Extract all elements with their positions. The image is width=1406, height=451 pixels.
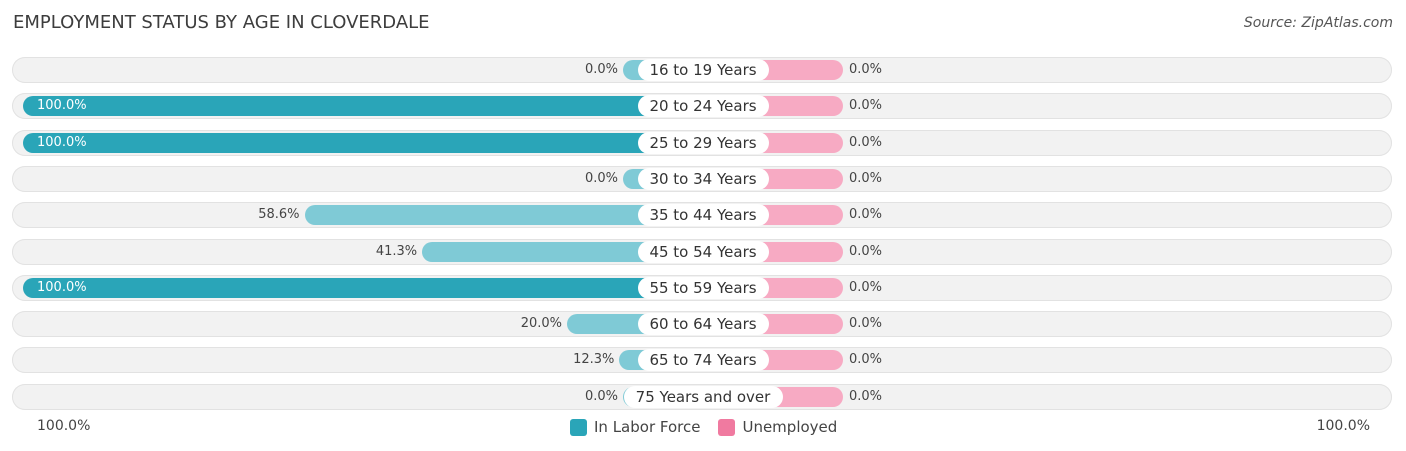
value-label-unemployed: 0.0%	[849, 62, 883, 77]
legend-label-labor-force: In Labor Force	[594, 418, 701, 436]
value-label-labor-force: 41.3%	[375, 244, 418, 259]
value-label-unemployed: 0.0%	[849, 280, 883, 295]
category-label: 75 Years and over	[623, 386, 783, 408]
value-label-labor-force: 100.0%	[37, 135, 87, 150]
category-label: 60 to 64 Years	[637, 313, 769, 335]
value-label-labor-force: 20.0%	[520, 316, 562, 331]
axis-right-label: 100.0%	[1316, 418, 1370, 434]
value-label-unemployed: 0.0%	[849, 352, 883, 367]
value-label-unemployed: 0.0%	[849, 171, 883, 186]
bar-labor-force	[304, 205, 703, 225]
category-label: 55 to 59 Years	[637, 277, 769, 299]
bar-labor-force	[23, 96, 703, 116]
value-label-labor-force: 12.3%	[573, 352, 615, 367]
value-label-labor-force: 58.6%	[258, 207, 300, 222]
category-label: 16 to 19 Years	[637, 59, 769, 81]
value-label-unemployed: 0.0%	[849, 244, 883, 259]
legend: In Labor Force Unemployed	[570, 416, 855, 438]
value-label-unemployed: 0.0%	[849, 207, 883, 222]
bar-labor-force	[422, 242, 703, 262]
category-label: 35 to 44 Years	[637, 204, 769, 226]
category-label: 25 to 29 Years	[637, 132, 769, 154]
category-label: 45 to 54 Years	[637, 241, 769, 263]
legend-swatch-unemployed	[718, 418, 736, 436]
value-label-unemployed: 0.0%	[849, 135, 883, 150]
value-label-unemployed: 0.0%	[849, 389, 883, 404]
value-label-labor-force: 100.0%	[37, 280, 87, 295]
value-label-labor-force: 0.0%	[584, 62, 618, 77]
bar-labor-force	[23, 278, 703, 298]
source-label: Source: ZipAtlas.com	[1243, 15, 1393, 31]
legend-item-labor-force: In Labor Force	[570, 418, 700, 436]
category-label: 65 to 74 Years	[637, 349, 769, 371]
legend-swatch-labor-force	[570, 418, 587, 436]
value-label-labor-force: 100.0%	[37, 98, 87, 113]
value-label-unemployed: 0.0%	[849, 98, 883, 113]
category-label: 20 to 24 Years	[637, 95, 769, 117]
value-label-labor-force: 0.0%	[584, 171, 618, 186]
legend-label-unemployed: Unemployed	[742, 418, 838, 436]
value-label-unemployed: 0.0%	[849, 316, 883, 331]
axis-left-label: 100.0%	[37, 418, 91, 434]
bar-labor-force	[23, 133, 703, 153]
legend-item-unemployed: Unemployed	[718, 418, 837, 436]
category-label: 30 to 34 Years	[637, 168, 769, 190]
value-label-labor-force: 0.0%	[584, 389, 618, 404]
chart-title: EMPLOYMENT STATUS BY AGE IN CLOVERDALE	[13, 12, 430, 33]
